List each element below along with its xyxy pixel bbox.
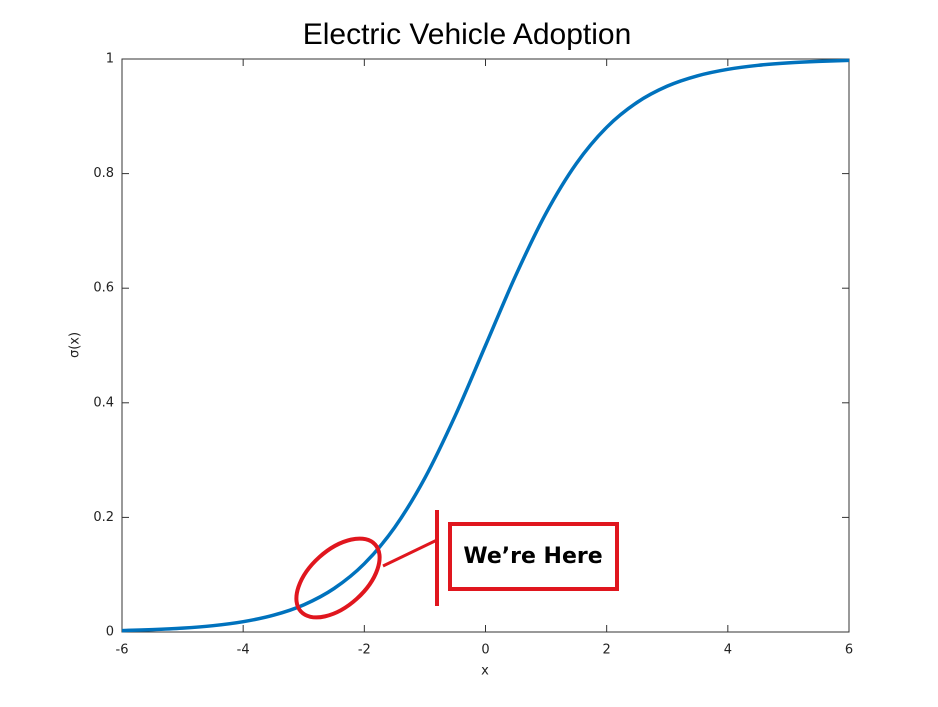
- x-tick-label: 6: [845, 643, 853, 658]
- x-tick-label: 2: [603, 643, 611, 658]
- x-tick-label: 4: [724, 643, 732, 658]
- connector-line: [382, 538, 438, 568]
- x-tick-label: 0: [481, 643, 489, 658]
- x-tick-label: -2: [358, 643, 371, 658]
- annotation-box: [448, 522, 619, 591]
- y-axis-label: σ(x): [68, 332, 83, 358]
- x-tick-label: -6: [116, 643, 129, 658]
- x-tick-label: -4: [237, 643, 250, 658]
- annotation-text: We’re Here: [463, 544, 602, 569]
- highlight-ellipse: [294, 536, 382, 620]
- annotation-group: We’re Here: [294, 510, 619, 620]
- y-tick-label: 1: [106, 52, 114, 67]
- y-tick-label: 0.2: [93, 510, 114, 525]
- y-tick-label: 0.4: [93, 395, 114, 410]
- y-tick-label: 0.6: [93, 281, 114, 296]
- chart-title: Electric Vehicle Adoption: [303, 18, 632, 51]
- data-line: [121, 58, 850, 633]
- x-axis-label: x: [481, 664, 489, 679]
- y-tick-label: 0.8: [93, 166, 114, 181]
- y-tick-label: 0: [106, 625, 114, 640]
